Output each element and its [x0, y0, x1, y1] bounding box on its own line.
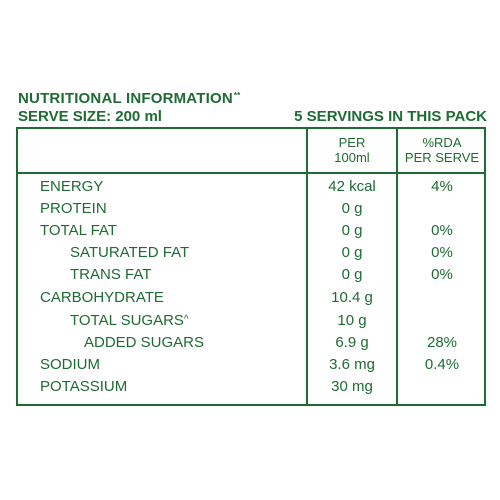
serve-size: SERVE SIZE: 200 ml: [18, 108, 162, 125]
row-rda: 0.4%: [424, 356, 460, 373]
row-rda: 0%: [431, 222, 453, 239]
row-label: TOTAL SUGARS: [70, 312, 184, 329]
column-header-rda-line1: %RDA: [422, 135, 462, 150]
row-label: POTASSIUM: [40, 378, 128, 395]
column-header-rda-line2: PER SERVE: [404, 150, 480, 165]
row-carbohydrate: CARBOHYDRATE 10.4 g: [18, 287, 484, 309]
row-trans-fat: TRANS FAT 0 g 0%: [18, 264, 484, 286]
row-total-fat: TOTAL FAT 0 g 0%: [18, 220, 484, 242]
row-rda: 4%: [431, 178, 453, 195]
row-added-sugars: ADDED SUGARS 6.9 g 28%: [18, 332, 484, 354]
row-label: TOTAL FAT: [40, 222, 117, 239]
row-value: 0 g: [341, 244, 363, 261]
row-value: 6.9 g: [335, 334, 369, 351]
row-total-sugars: TOTAL SUGARS^ 10 g: [18, 310, 484, 332]
nutrition-title: NUTRITIONAL INFORMATION**: [18, 90, 241, 107]
row-rda: 28%: [426, 334, 458, 351]
row-value: 0 g: [341, 222, 363, 239]
row-value: 10.4 g: [331, 289, 373, 306]
row-label: SATURATED FAT: [70, 244, 190, 261]
row-value: 0 g: [341, 200, 363, 217]
row-label: ADDED SUGARS: [84, 334, 205, 351]
row-protein: PROTEIN 0 g: [18, 198, 484, 220]
row-label-wrap: TOTAL SUGARS^: [70, 310, 189, 332]
column-header-rda: %RDA PER SERVE: [398, 135, 486, 165]
row-value: 30 mg: [331, 378, 373, 395]
caret-footnote-mark: ^: [183, 314, 189, 325]
row-label: PROTEIN: [40, 200, 107, 217]
row-saturated-fat: SATURATED FAT 0 g 0%: [18, 242, 484, 264]
column-header-per-100ml-line1: PER: [338, 135, 366, 150]
column-header-per-100ml-line2: 100ml: [334, 150, 370, 165]
column-header-per-100ml: PER 100ml: [308, 135, 396, 165]
row-potassium: POTASSIUM 30 mg: [18, 376, 484, 398]
row-rda: 0%: [431, 244, 453, 261]
title-text: NUTRITIONAL INFORMATION: [18, 90, 233, 107]
nutrition-table: PER 100ml %RDA PER SERVE ENERGY 42 kcal …: [16, 127, 486, 406]
title-footnote-mark: **: [233, 91, 241, 100]
row-label: CARBOHYDRATE: [40, 289, 164, 306]
column-divider-2: [396, 129, 398, 404]
row-value: 0 g: [341, 266, 363, 283]
row-rda: 0%: [431, 266, 453, 283]
row-sodium: SODIUM 3.6 mg 0.4%: [18, 354, 484, 376]
row-value: 3.6 mg: [329, 356, 375, 373]
row-value: 42 kcal: [328, 178, 376, 195]
header-divider: [18, 172, 484, 174]
column-divider-1: [306, 129, 308, 404]
row-value: 10 g: [337, 312, 367, 329]
row-label: SODIUM: [40, 356, 100, 373]
row-energy: ENERGY 42 kcal 4%: [18, 176, 484, 198]
servings-per-pack: 5 SERVINGS IN THIS PACK: [294, 108, 487, 125]
row-label: TRANS FAT: [70, 266, 152, 283]
row-label: ENERGY: [40, 178, 104, 195]
